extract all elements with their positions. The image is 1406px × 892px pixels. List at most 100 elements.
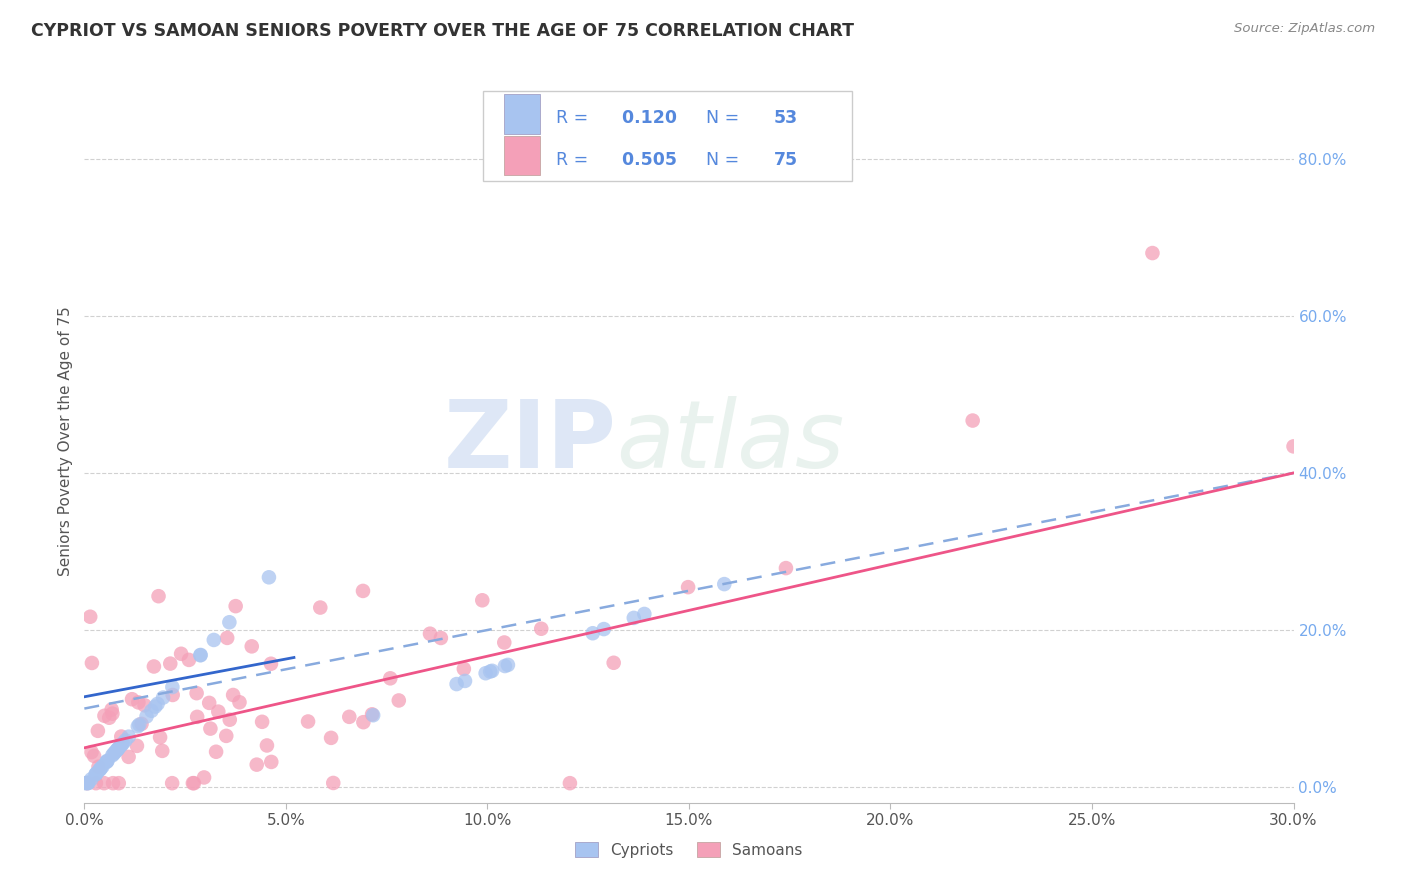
- Point: [309, 600, 332, 615]
- Text: 53: 53: [773, 109, 797, 127]
- Point: [623, 611, 645, 625]
- Point: [162, 688, 184, 702]
- Point: [111, 738, 134, 752]
- Point: [775, 561, 797, 575]
- Point: [84, 776, 107, 790]
- Point: [582, 626, 605, 640]
- Text: atlas: atlas: [616, 396, 845, 487]
- Point: [114, 733, 136, 747]
- Point: [494, 659, 516, 673]
- Point: [177, 653, 200, 667]
- Point: [592, 622, 614, 636]
- Text: Source: ZipAtlas.com: Source: ZipAtlas.com: [1234, 22, 1375, 36]
- Point: [117, 750, 139, 764]
- Point: [352, 583, 374, 598]
- Point: [193, 771, 215, 785]
- Point: [83, 748, 105, 763]
- Point: [101, 776, 124, 790]
- Point: [89, 762, 111, 776]
- Point: [380, 671, 402, 685]
- Point: [159, 657, 181, 671]
- Point: [104, 746, 127, 760]
- Point: [479, 665, 502, 679]
- Point: [101, 706, 124, 721]
- Point: [558, 776, 581, 790]
- Point: [152, 690, 174, 705]
- Point: [186, 710, 208, 724]
- Point: [361, 708, 384, 723]
- Point: [250, 714, 273, 729]
- Point: [96, 755, 118, 769]
- Point: [101, 748, 124, 763]
- Point: [200, 722, 222, 736]
- Point: [143, 699, 166, 714]
- Point: [87, 723, 110, 738]
- Point: [202, 632, 225, 647]
- Point: [150, 744, 173, 758]
- Point: [430, 631, 453, 645]
- Point: [146, 697, 169, 711]
- Point: [205, 745, 228, 759]
- Point: [222, 688, 245, 702]
- Point: [93, 776, 115, 790]
- Point: [181, 776, 204, 790]
- Point: [93, 708, 115, 723]
- Point: [107, 742, 129, 756]
- Point: [962, 413, 984, 427]
- Point: [240, 640, 263, 654]
- Point: [142, 659, 165, 673]
- Point: [107, 742, 129, 756]
- Point: [134, 698, 156, 713]
- Point: [260, 755, 283, 769]
- Point: [91, 759, 114, 773]
- Point: [75, 776, 97, 790]
- Point: [79, 609, 101, 624]
- Point: [361, 707, 384, 722]
- Point: [494, 635, 516, 649]
- Point: [77, 775, 100, 789]
- Point: [90, 761, 112, 775]
- Point: [419, 626, 441, 640]
- Point: [322, 776, 344, 790]
- Point: [496, 657, 519, 672]
- Point: [149, 731, 172, 745]
- Point: [125, 739, 148, 753]
- Point: [256, 739, 278, 753]
- Text: R =: R =: [555, 151, 593, 169]
- Point: [96, 755, 118, 769]
- Point: [183, 776, 205, 790]
- Point: [217, 631, 239, 645]
- Point: [160, 776, 183, 790]
- Point: [128, 717, 150, 731]
- Point: [105, 743, 128, 757]
- Point: [127, 719, 149, 733]
- Point: [118, 730, 141, 744]
- Point: [103, 747, 125, 761]
- Point: [471, 593, 494, 607]
- Point: [170, 647, 193, 661]
- Point: [87, 760, 110, 774]
- Text: 75: 75: [773, 151, 797, 169]
- Point: [98, 711, 121, 725]
- Point: [218, 713, 240, 727]
- Point: [80, 745, 103, 759]
- Point: [77, 776, 100, 790]
- Point: [86, 765, 108, 780]
- Point: [162, 680, 184, 694]
- Point: [111, 736, 134, 750]
- Point: [1282, 439, 1305, 453]
- Point: [84, 767, 107, 781]
- FancyBboxPatch shape: [484, 91, 852, 181]
- Point: [1142, 246, 1164, 260]
- Point: [228, 695, 250, 709]
- Point: [84, 767, 107, 781]
- Point: [190, 648, 212, 663]
- Point: [633, 607, 655, 621]
- Bar: [503, 95, 540, 134]
- Point: [76, 776, 98, 790]
- Point: [135, 709, 157, 723]
- Point: [141, 704, 163, 718]
- Point: [96, 754, 118, 768]
- Point: [100, 702, 122, 716]
- Point: [257, 570, 280, 584]
